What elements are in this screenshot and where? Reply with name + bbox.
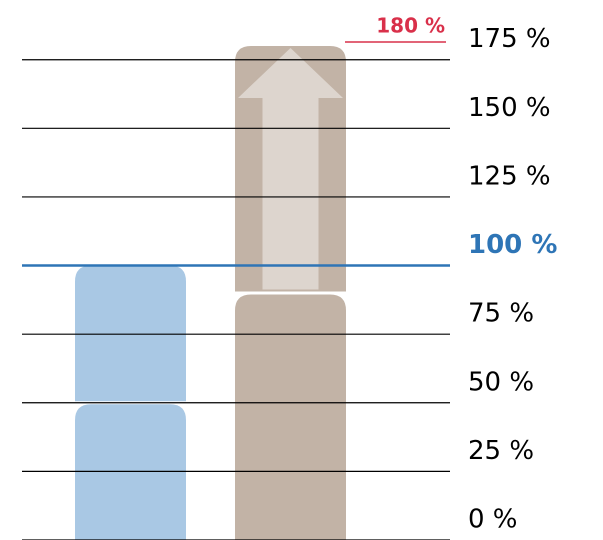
y-tick-label: 175 % [468, 24, 551, 54]
y-tick-label: 150 % [468, 93, 551, 123]
bar-segment [75, 404, 186, 540]
labels: 0 % 25 % 50 % 75 % 100 % 125 % 150 % 175 % 180 % [345, 14, 557, 535]
y-tick-label: 0 % [468, 505, 518, 535]
bars [75, 46, 346, 540]
arrow [238, 48, 343, 290]
y-tick-label: 50 % [468, 367, 534, 397]
bar-segment [75, 265, 186, 402]
y-tick-label: 25 % [468, 436, 534, 466]
y-tick-label: 75 % [468, 299, 534, 329]
y-tick-label: 100 % [468, 230, 557, 260]
annotation: 180 % [376, 14, 445, 38]
bar-segment [235, 294, 346, 540]
grid [22, 59, 450, 540]
y-tick-label: 125 % [468, 161, 551, 191]
